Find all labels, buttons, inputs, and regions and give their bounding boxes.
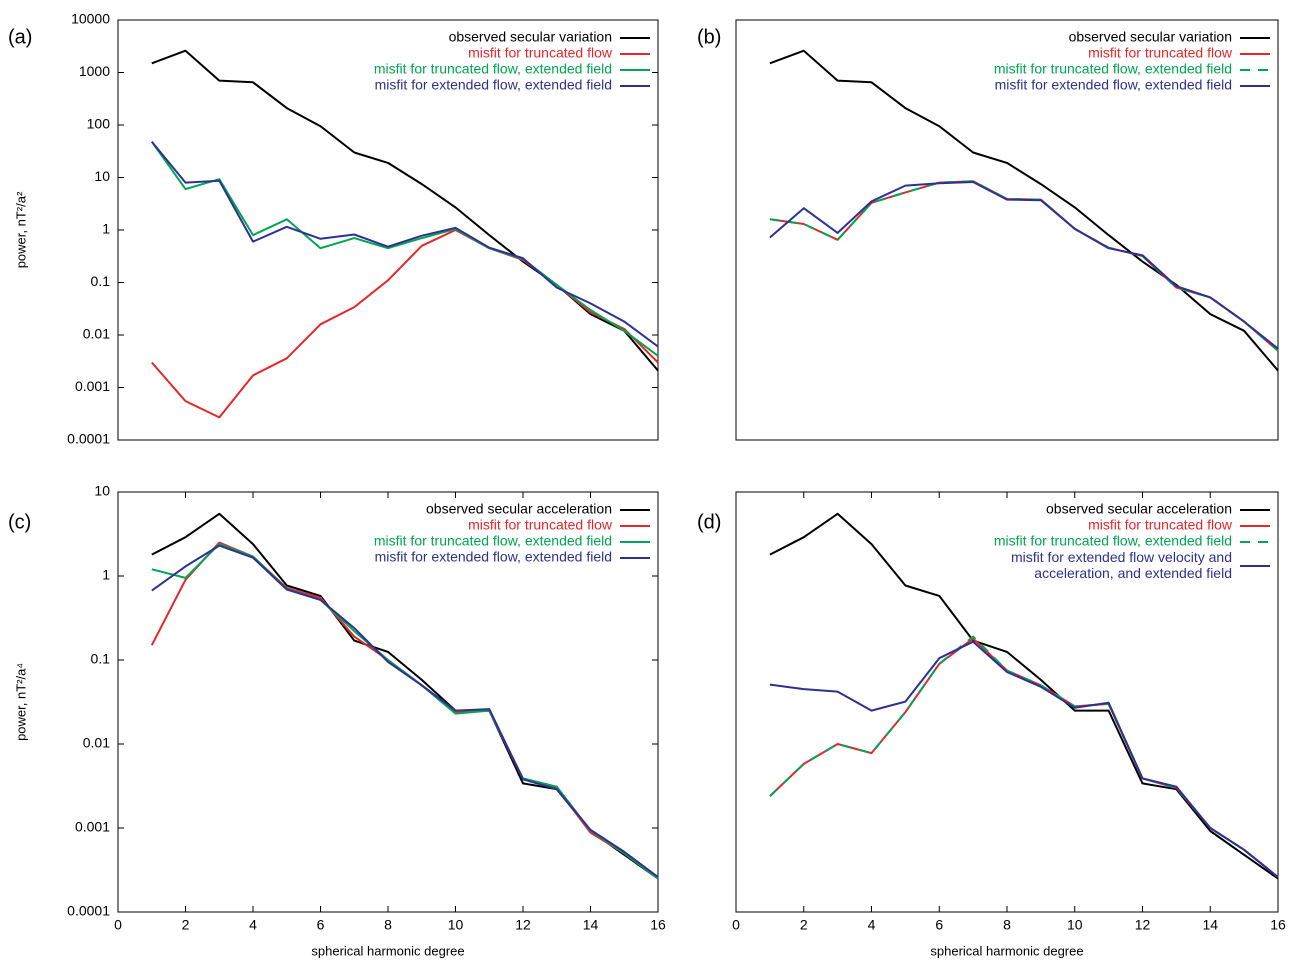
series-line: [151, 229, 659, 419]
panel: (a) 0.0001 0.001 0.01 0.1 1 10 100 1000 10000 powe…: [8, 11, 659, 447]
legend-label: observed secular variation: [449, 29, 612, 45]
legend-label: misfit for truncated flow, extended fiel…: [374, 533, 612, 549]
y-tick-label: 10: [94, 483, 110, 499]
legend-label: misfit for extended flow, extended field: [375, 77, 612, 93]
y-tick-label: 0.0001: [67, 903, 110, 919]
legend-label: misfit for truncated flow: [468, 45, 613, 61]
series-line: [769, 49, 1279, 372]
x-tick-label: 8: [1003, 917, 1011, 933]
series-line: [151, 49, 659, 372]
y-tick-label: 10000: [71, 11, 110, 27]
x-axis-label: spherical harmonic degree: [311, 943, 464, 958]
series-line: [150, 141, 659, 357]
x-tick-label: 12: [515, 917, 531, 933]
series-line: [151, 543, 659, 880]
y-tick-label: 1: [102, 567, 110, 583]
series-line: [769, 181, 1279, 350]
y-tick-label: 10: [94, 168, 110, 184]
series-line: [769, 635, 1279, 878]
y-tick-label: 0.001: [75, 819, 110, 835]
panel: (c) 0.0001 0.001 0.01 0.1 1 10 0 2 4 6 8 10 12 14 16 sph…: [8, 483, 666, 959]
legend-label: observed secular variation: [1069, 29, 1232, 45]
y-tick-label: 0.1: [91, 273, 111, 289]
x-tick-label: 0: [114, 917, 122, 933]
y-axis-label: power, nT²/a²: [13, 191, 28, 268]
panel: (d) 0 2 4 6 8 10 12 14 16 spherical harmonic degre…: [697, 491, 1286, 958]
y-tick-label: 100: [87, 116, 111, 132]
series-line: [151, 544, 659, 878]
y-tick-label: 0.01: [83, 735, 110, 751]
series-line: [769, 640, 1279, 878]
legend-label: misfit for extended flow velocity and acc…: [1011, 549, 1232, 581]
series-line: [769, 180, 1279, 352]
y-tick-label: 1000: [79, 63, 110, 79]
x-tick-label: 6: [935, 917, 943, 933]
x-tick-label: 4: [249, 917, 257, 933]
y-tick-label: 0.0001: [67, 431, 110, 447]
series-line: [769, 180, 1279, 352]
panel-label: (d): [697, 511, 721, 533]
series-line: [769, 512, 1279, 880]
legend-label: misfit for extended flow, extended field: [995, 77, 1232, 93]
x-tick-label: 0: [732, 917, 740, 933]
x-axis-label: spherical harmonic degree: [930, 943, 1083, 958]
panel-label: (b): [697, 26, 721, 48]
legend-label: misfit for truncated flow, extended fiel…: [374, 61, 612, 77]
legend-label: misfit for truncated flow: [468, 517, 613, 533]
x-tick-label: 16: [1270, 917, 1286, 933]
x-tick-label: 8: [384, 917, 392, 933]
x-tick-label: 10: [448, 917, 464, 933]
legend-label: misfit for extended flow, extended field: [375, 549, 612, 565]
x-tick-label: 2: [182, 917, 190, 933]
legend-label: misfit for truncated flow: [1088, 45, 1233, 61]
series-line: [151, 141, 659, 348]
legend-label: misfit for truncated flow, extended fiel…: [994, 61, 1232, 77]
x-tick-label: 16: [650, 917, 666, 933]
y-tick-label: 1: [102, 221, 110, 237]
plot-frame: [735, 19, 1279, 441]
series-line: [150, 541, 659, 880]
x-tick-label: 14: [583, 917, 599, 933]
legend-label: misfit for truncated flow: [1088, 517, 1233, 533]
panel-label: (a): [8, 26, 32, 48]
x-tick-label: 2: [800, 917, 808, 933]
x-tick-label: 10: [1067, 917, 1083, 933]
panel-label: (c): [8, 511, 31, 533]
series-line: [151, 512, 659, 880]
y-tick-label: 0.001: [75, 378, 110, 394]
y-tick-label: 0.1: [91, 651, 111, 667]
x-tick-label: 12: [1135, 917, 1151, 933]
x-tick-label: 6: [317, 917, 325, 933]
y-tick-label: 0.01: [83, 326, 110, 342]
legend-label: observed secular acceleration: [426, 501, 612, 517]
legend-label: misfit for truncated flow, extended fiel…: [994, 533, 1232, 549]
series-line: [769, 637, 1279, 878]
x-tick-label: 4: [868, 917, 876, 933]
x-tick-label: 14: [1202, 917, 1218, 933]
y-axis-label: power, nT²/a⁴: [13, 663, 28, 741]
legend-label: observed secular acceleration: [1046, 501, 1232, 517]
